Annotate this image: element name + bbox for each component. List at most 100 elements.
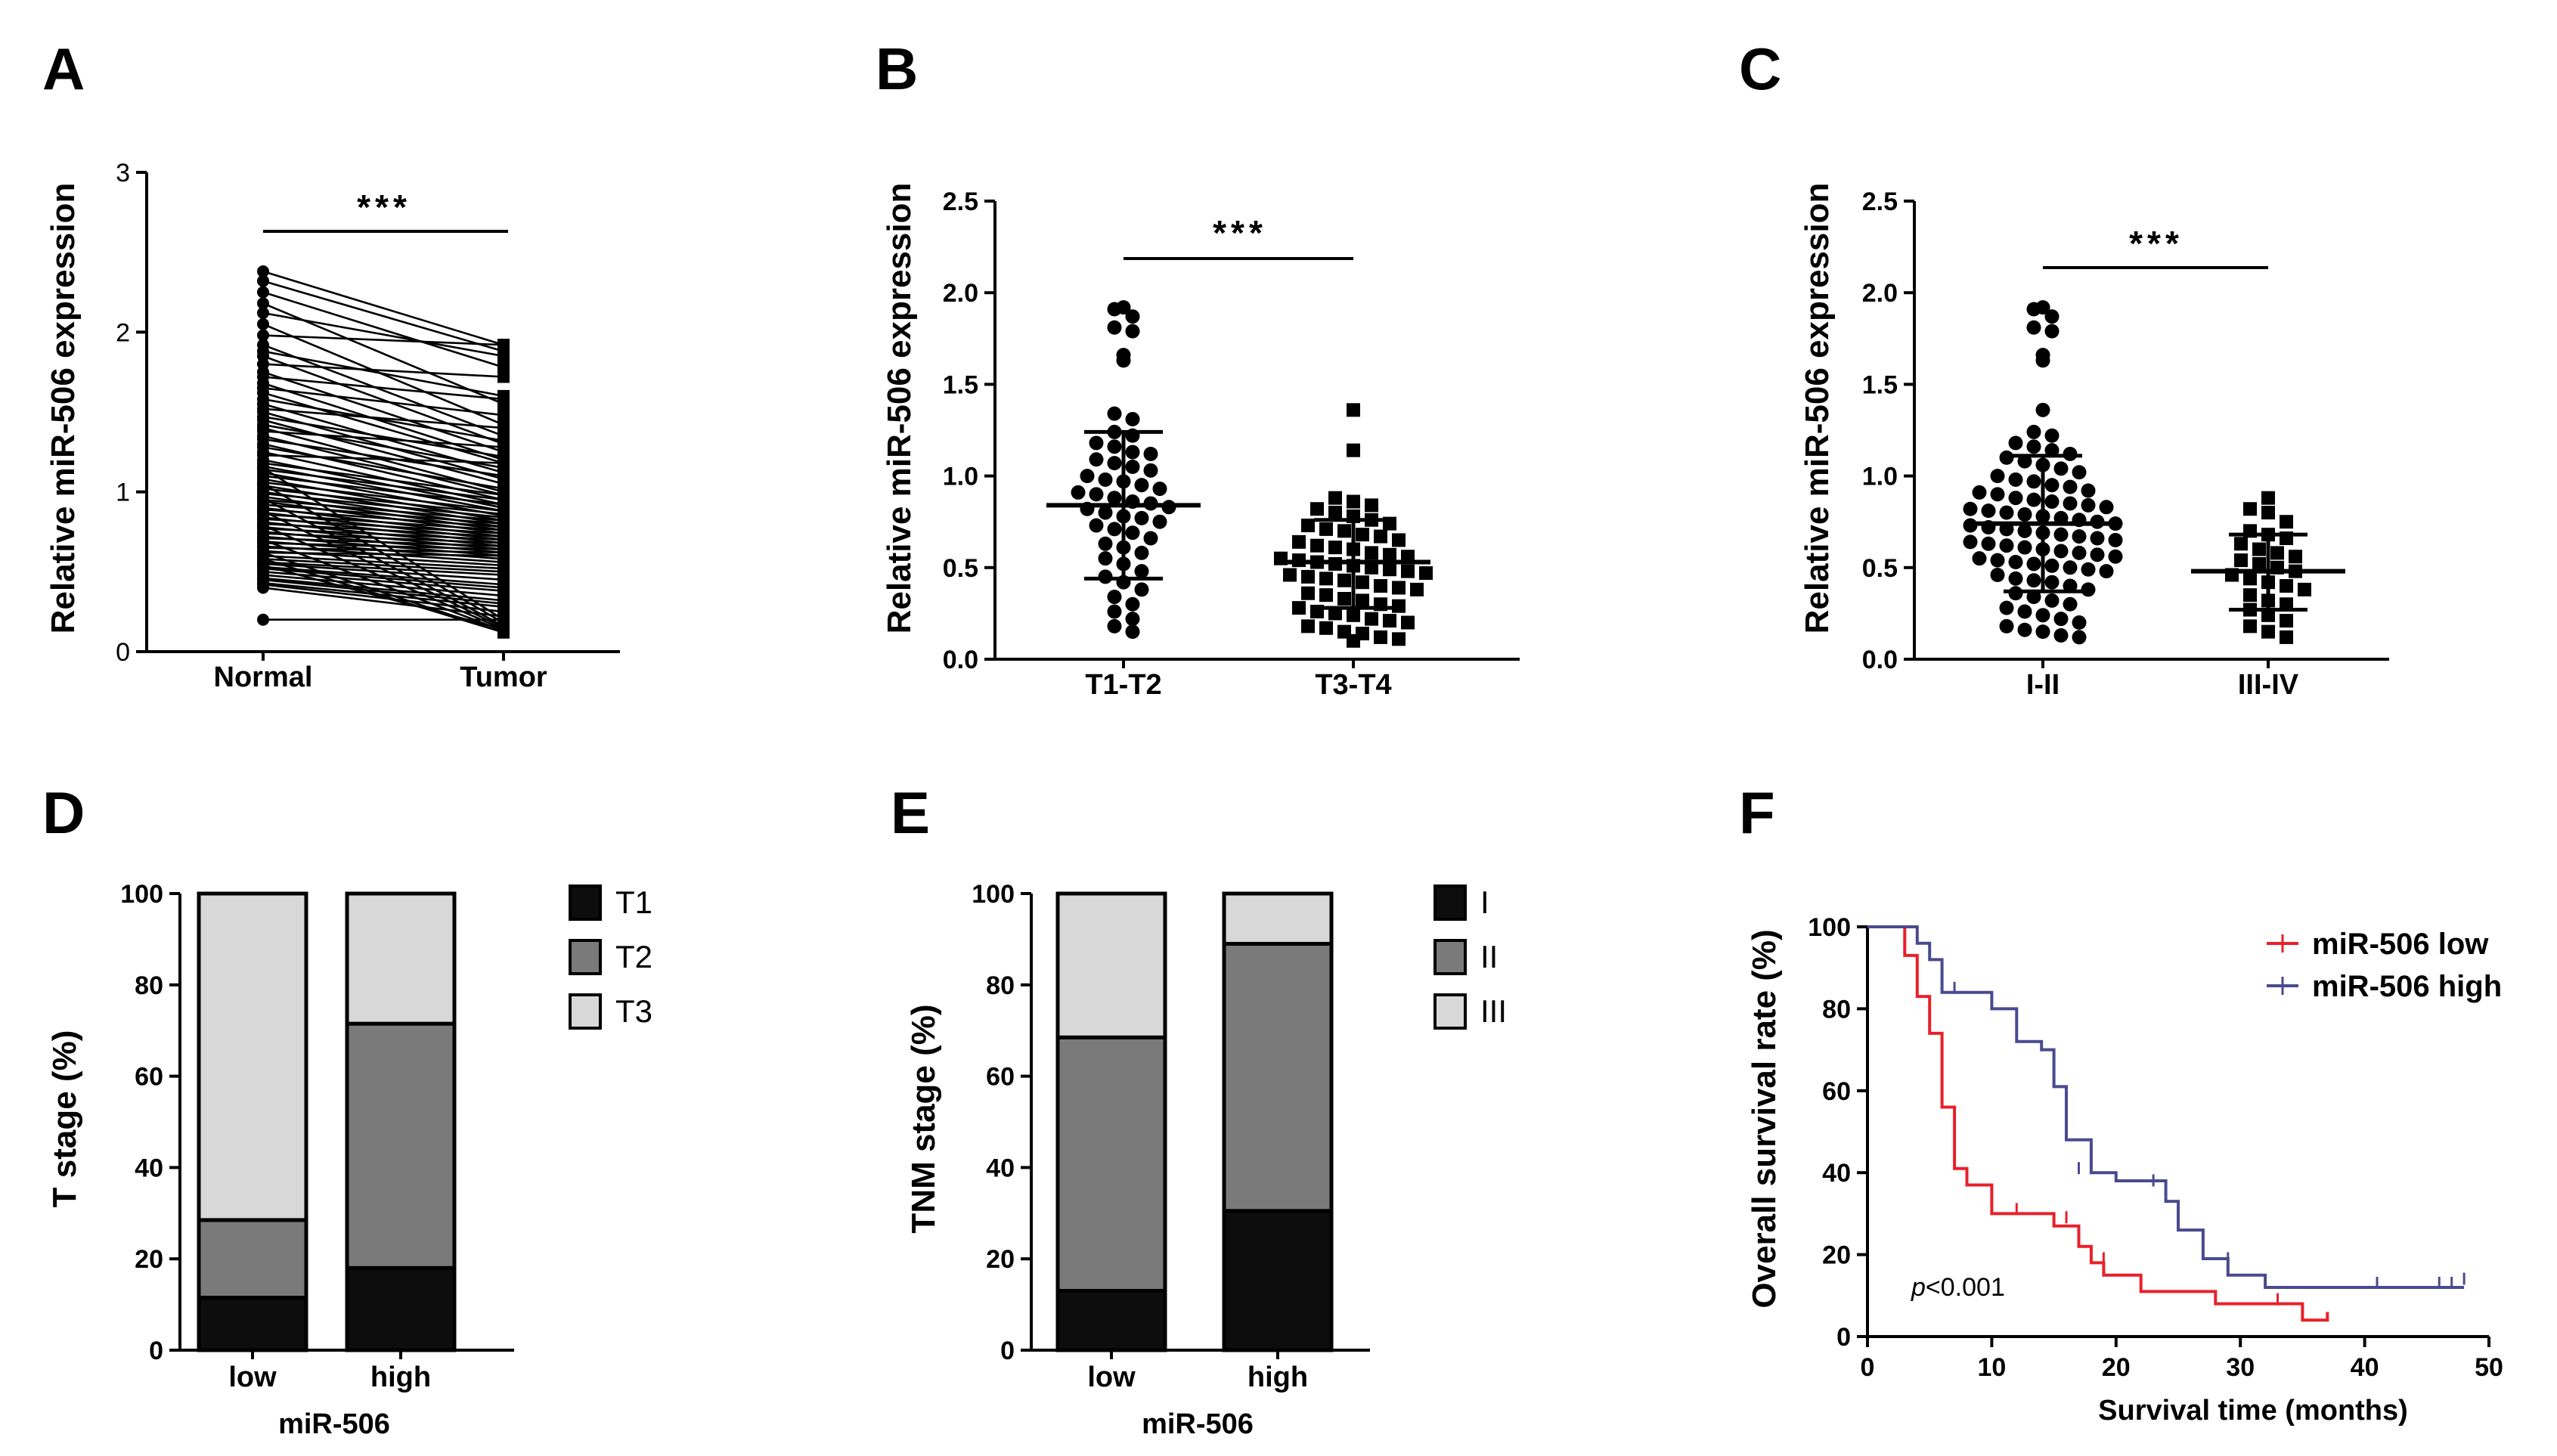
panel-a-normal-point <box>257 478 269 491</box>
panel-b-point <box>1107 439 1122 454</box>
panel-e-legend-label: II <box>1480 939 1498 974</box>
panel-b-point <box>1392 599 1406 613</box>
panel-a-pair-line <box>262 291 504 369</box>
panel-a-tumor-point <box>497 393 510 406</box>
panel-f-p-value: p<0.001 <box>1911 1273 2005 1302</box>
panel-c-point <box>2099 500 2114 515</box>
panel-a-ylabel: Relative miR-506 expression <box>45 183 82 634</box>
panel-e-xlabel: miR-506 <box>1142 1408 1254 1440</box>
panel-b-point <box>1089 487 1104 502</box>
panel-c-point <box>2017 454 2032 469</box>
panel-d-bar-segment-t2 <box>345 1021 457 1270</box>
panel-b-point <box>1383 562 1396 577</box>
panel-c-point <box>2008 571 2023 586</box>
panel-c-point <box>2270 546 2284 560</box>
panel-c-y-tick-label: 0.5 <box>1862 554 1898 583</box>
panel-c-point <box>2072 545 2087 560</box>
panel-a-y-tick-label: 0 <box>116 638 130 667</box>
panel-a-pair-line <box>262 454 504 464</box>
panel-a-tumor-point <box>497 457 510 469</box>
panel-c-point <box>2008 472 2023 487</box>
panel-b-x-tick-label: T1-T2 <box>1085 669 1161 701</box>
panel-a-normal-point <box>257 581 269 594</box>
panel-a-pair-line <box>262 577 504 602</box>
panel-a-pair-line <box>262 423 504 469</box>
panel-b-point <box>1383 614 1396 628</box>
panel-e-y-tick-label: 20 <box>986 1245 1015 1274</box>
panel-c-point <box>2044 478 2060 493</box>
panel-d-y-tick-label: 40 <box>135 1154 163 1182</box>
panel-c-point <box>2234 537 2248 551</box>
panel-b-point <box>1347 634 1360 648</box>
panel-c-point <box>2008 555 2023 570</box>
panel-b-point <box>1328 491 1342 505</box>
panel-b-point <box>1401 615 1415 630</box>
panel-b-point <box>1098 536 1113 551</box>
panel-a-pair-line <box>262 498 504 522</box>
panel-c-point <box>2081 483 2096 498</box>
panel-b-point <box>1310 502 1324 516</box>
panel-a-y-tick-label: 1 <box>116 479 130 507</box>
panel-a-normal-point <box>257 559 269 572</box>
panel-a-normal-point <box>257 274 269 287</box>
panel-b-point <box>1301 586 1315 600</box>
panel-a-pair-line <box>262 518 504 534</box>
panel-b-point <box>1328 606 1342 621</box>
panel-a-normal-point <box>257 329 269 342</box>
panel-a-pair-line <box>262 466 504 621</box>
panel-d-bar-segment-t1 <box>345 1265 457 1352</box>
panel-b-point <box>1125 612 1140 627</box>
panel-c-point <box>1963 534 1978 550</box>
panel-b-point <box>1107 302 1122 317</box>
panel-c-point <box>2035 608 2050 623</box>
panel-c-point <box>2017 622 2032 637</box>
panel-a-pair-line <box>262 334 504 346</box>
panel-c-point <box>1999 505 2014 520</box>
panel-d-x-tick-label: high <box>370 1362 431 1393</box>
panel-a-pair-line <box>262 280 504 352</box>
panel-c-point <box>2008 491 2023 506</box>
panel-c-point <box>2035 402 2050 417</box>
panel-b-point <box>1292 601 1306 615</box>
panel-b-point <box>1125 324 1140 339</box>
panel-d-x-tick-label: low <box>228 1362 277 1393</box>
panel-c-point <box>1963 501 1978 516</box>
panel-f-x-tick-label: 30 <box>2226 1353 2255 1382</box>
panel-c-point <box>2243 572 2257 586</box>
panel-c-point <box>2261 491 2275 505</box>
panel-b-point <box>1392 632 1406 646</box>
panel-b-point <box>1125 624 1140 640</box>
panel-b-point <box>1125 525 1140 541</box>
panel-c-point <box>2044 324 2060 339</box>
panel-a-tumor-point <box>497 613 510 626</box>
panel-a-x-tick-label: Normal <box>214 661 313 693</box>
panel-e-ylabel: TNM stage (%) <box>905 1004 942 1233</box>
panel-b-y-tick-label: 0.0 <box>943 646 978 674</box>
panel-c-point <box>2053 461 2069 476</box>
panel-b-point <box>1374 630 1387 644</box>
panel-a-normal-point <box>257 505 269 518</box>
panel-c-point <box>2280 614 2293 628</box>
panel-b-point <box>1107 456 1122 471</box>
panel-b-point <box>1134 510 1149 525</box>
panel-a-tumor-point <box>497 441 510 454</box>
panel-c-y-tick-label: 1.0 <box>1862 463 1898 491</box>
panel-a-pair-line <box>262 387 504 417</box>
panel-a-pair-line <box>262 416 504 458</box>
panel-b-point <box>1356 575 1369 590</box>
panel-c-point <box>2053 612 2069 627</box>
panel-a-normal-point <box>257 306 269 319</box>
panel-a-pair-line <box>262 370 504 454</box>
panel-b-point <box>1301 619 1315 634</box>
panel-e-legend-swatch <box>1433 884 1467 921</box>
panel-b-y-tick-label: 2.5 <box>943 187 978 216</box>
panel-c-point <box>2008 435 2023 451</box>
panel-e-legend-label: I <box>1480 884 1489 920</box>
panel-c-y-tick-label: 1.5 <box>1862 370 1898 399</box>
panel-b-point <box>1356 593 1369 608</box>
panel-a-pair-line <box>262 532 504 544</box>
panel-f-x-tick-label: 50 <box>2475 1353 2503 1382</box>
panel-c-point <box>2072 465 2087 480</box>
panel-a-normal-point <box>257 461 269 474</box>
panel-c-chart: 0.0 0.5 1.0 1.5 2.0 2.5 I-II III-IV <box>1862 187 2389 701</box>
